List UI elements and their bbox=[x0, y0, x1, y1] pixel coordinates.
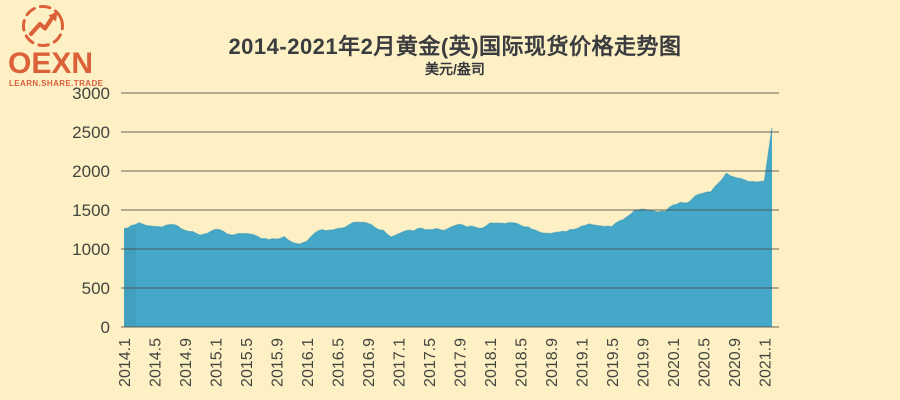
trend-arrow-icon bbox=[22, 5, 64, 47]
x-axis-label: 2017.9 bbox=[452, 338, 469, 387]
y-axis-label: 2000 bbox=[72, 162, 110, 181]
price-line bbox=[123, 128, 773, 245]
x-axis-label: 2020.5 bbox=[696, 338, 713, 387]
y-axis-label: 1500 bbox=[72, 201, 110, 220]
x-axis-label: 2014.9 bbox=[178, 338, 195, 387]
y-axis-label: 2500 bbox=[72, 123, 110, 142]
x-axis-label: 2018.9 bbox=[544, 338, 561, 387]
chart-title: 2014-2021年2月黄金(英)国际现货价格走势图 bbox=[228, 34, 682, 59]
logo-tagline-text: LEARN.SHARE.TRADE bbox=[9, 79, 104, 88]
x-axis-label: 2020.1 bbox=[666, 338, 683, 387]
y-axis-label: 3000 bbox=[72, 84, 110, 103]
x-axis-label: 2015.9 bbox=[270, 338, 287, 387]
x-axis-label: 2019.9 bbox=[635, 338, 652, 387]
x-axis-label: 2015.5 bbox=[239, 338, 256, 387]
y-axis-label: 0 bbox=[101, 318, 110, 337]
oexn-logo: OEXN LEARN.SHARE.TRADE bbox=[0, 0, 110, 92]
x-axis-label: 2018.5 bbox=[513, 338, 530, 387]
x-axis-label: 2015.1 bbox=[209, 338, 226, 387]
x-axis-label: 2016.9 bbox=[361, 338, 378, 387]
x-axis-label: 2019.5 bbox=[605, 338, 622, 387]
logo-brand-text: OEXN bbox=[8, 47, 94, 80]
x-axis-label: 2014.5 bbox=[148, 338, 165, 387]
x-axis-label: 2014.1 bbox=[117, 338, 134, 387]
x-axis-label: 2020.9 bbox=[727, 338, 744, 387]
area-left-shade bbox=[124, 228, 136, 327]
chart-unit-label: 美元/盎司 bbox=[425, 61, 485, 77]
price-area bbox=[124, 128, 772, 327]
y-axis-label: 500 bbox=[82, 279, 110, 298]
x-axis-label: 2018.1 bbox=[483, 338, 500, 387]
x-axis-label: 2019.1 bbox=[574, 338, 591, 387]
x-axis-label: 2016.1 bbox=[300, 338, 317, 387]
x-axis-label: 2017.5 bbox=[422, 338, 439, 387]
y-axis-label: 1000 bbox=[72, 240, 110, 259]
x-axis-label: 2016.5 bbox=[331, 338, 348, 387]
x-axis-label: 2021.1 bbox=[757, 338, 774, 387]
x-axis-label: 2017.1 bbox=[391, 338, 408, 387]
